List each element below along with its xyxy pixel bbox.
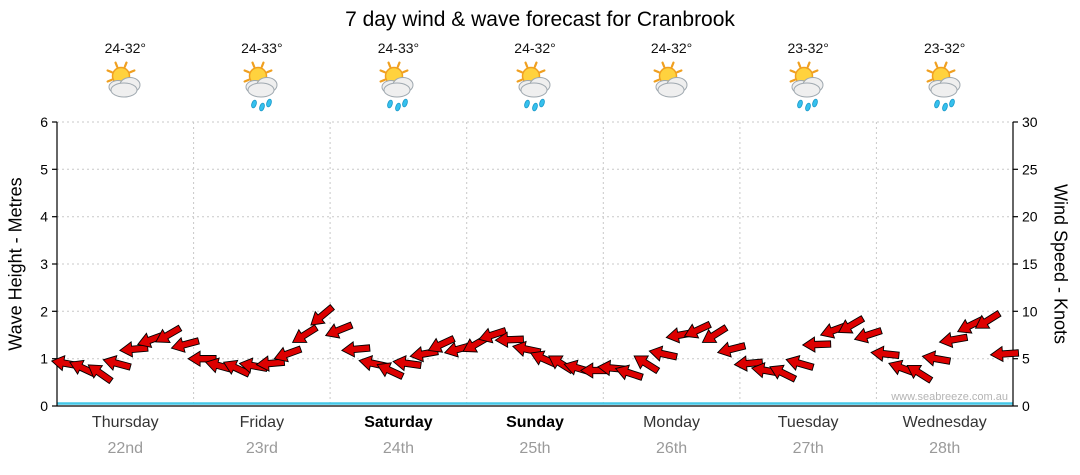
wind-arrow xyxy=(427,335,456,353)
day-date: 28th xyxy=(929,440,961,457)
wind-arrow xyxy=(733,355,764,372)
wind-wave-chart: 0 1 2 3 4 5 6 0 5 10 15 20 25 30 xyxy=(40,114,1038,414)
page-title: 7 day wind & wave forecast for Cranbrook xyxy=(345,8,735,31)
watermark: www.seabreeze.com.au xyxy=(891,391,1008,403)
weather-icon-showers xyxy=(370,60,426,119)
wind-arrow xyxy=(989,345,1020,363)
day-name: Sunday xyxy=(506,414,564,431)
showers-icon xyxy=(516,61,551,112)
showers-icon xyxy=(789,61,824,112)
day-date: 25th xyxy=(519,440,551,457)
left-tick-label: 4 xyxy=(40,209,48,225)
wind-arrow xyxy=(701,324,729,343)
showers-icon xyxy=(926,61,961,112)
day-temp-range: 24-33° xyxy=(241,40,283,56)
day-temp-range: 24-32° xyxy=(650,40,693,56)
weather-icon-showers xyxy=(507,60,563,119)
wind-arrow xyxy=(341,341,371,358)
wind-arrow xyxy=(785,354,815,371)
right-tick-label: 0 xyxy=(1022,398,1030,414)
day-date: 22nd xyxy=(107,440,144,457)
weather-icon-partly-cloudy xyxy=(644,60,700,119)
right-tick-label: 5 xyxy=(1022,351,1030,367)
partly-cloudy-icon xyxy=(653,61,688,98)
showers-icon xyxy=(379,61,414,112)
left-tick-label: 5 xyxy=(40,161,48,177)
wind-arrow xyxy=(478,327,508,344)
wind-arrow xyxy=(494,331,524,349)
weather-icon-showers xyxy=(917,60,973,119)
day-name: Wednesday xyxy=(902,414,987,431)
wind-arrow xyxy=(956,315,985,334)
day-name: Monday xyxy=(643,414,701,431)
day-temp-range: 23-32° xyxy=(787,40,829,56)
day-temp-range: 24-32° xyxy=(104,40,146,56)
day-date: 27th xyxy=(792,440,824,457)
day-name: Tuesday xyxy=(777,414,839,431)
wind-arrow xyxy=(683,320,712,339)
right-tick-label: 15 xyxy=(1022,256,1038,272)
left-tick-label: 6 xyxy=(40,114,48,130)
day-date: 23rd xyxy=(245,440,278,457)
wind-arrow xyxy=(801,336,832,353)
left-tick-label: 1 xyxy=(40,351,48,367)
left-tick-label: 0 xyxy=(40,398,48,414)
wind-arrow xyxy=(633,355,661,375)
showers-icon xyxy=(243,61,278,112)
day-date: 26th xyxy=(655,440,688,457)
wind-arrow xyxy=(769,364,798,383)
wind-arrow xyxy=(376,362,405,380)
wind-arrow xyxy=(392,354,422,372)
day-name: Friday xyxy=(239,414,285,431)
day-temp-range: 24-33° xyxy=(377,40,420,56)
wind-arrow xyxy=(870,345,900,363)
wind-arrow xyxy=(273,345,303,363)
wind-arrow xyxy=(310,304,336,326)
wind-arrow xyxy=(170,336,200,353)
wind-arrow xyxy=(187,350,217,368)
day-temp-range: 24-32° xyxy=(514,40,556,56)
wind-arrow xyxy=(324,321,354,339)
right-tick-label: 30 xyxy=(1022,114,1038,130)
wind-arrow xyxy=(906,365,934,384)
weather-icon-showers xyxy=(780,60,836,119)
wind-arrow xyxy=(938,331,969,349)
right-tick-label: 20 xyxy=(1022,209,1038,225)
wind-arrow xyxy=(102,354,132,372)
right-tick-label: 25 xyxy=(1022,161,1038,177)
partly-cloudy-icon xyxy=(106,61,141,98)
day-name: Thursday xyxy=(91,414,159,431)
wind-arrow xyxy=(87,364,114,385)
wind-arrow xyxy=(291,324,319,343)
day-name: Saturday xyxy=(364,414,433,431)
wind-arrow xyxy=(853,327,883,344)
wind-arrow xyxy=(155,324,183,343)
wind-arrow xyxy=(614,364,644,381)
weather-icon-showers xyxy=(234,60,290,119)
wind-arrow xyxy=(921,350,952,367)
wind-arrow xyxy=(974,310,1002,329)
left-tick-label: 2 xyxy=(40,303,48,319)
day-temp-range: 23-32° xyxy=(924,40,966,56)
wind-arrow xyxy=(648,345,678,362)
right-tick-label: 10 xyxy=(1022,303,1038,319)
wind-arrow xyxy=(716,341,747,358)
weather-icon-partly-cloudy xyxy=(97,60,153,119)
day-date: 24th xyxy=(382,440,414,457)
wind-arrow xyxy=(837,315,866,334)
left-tick-label: 3 xyxy=(40,256,48,272)
